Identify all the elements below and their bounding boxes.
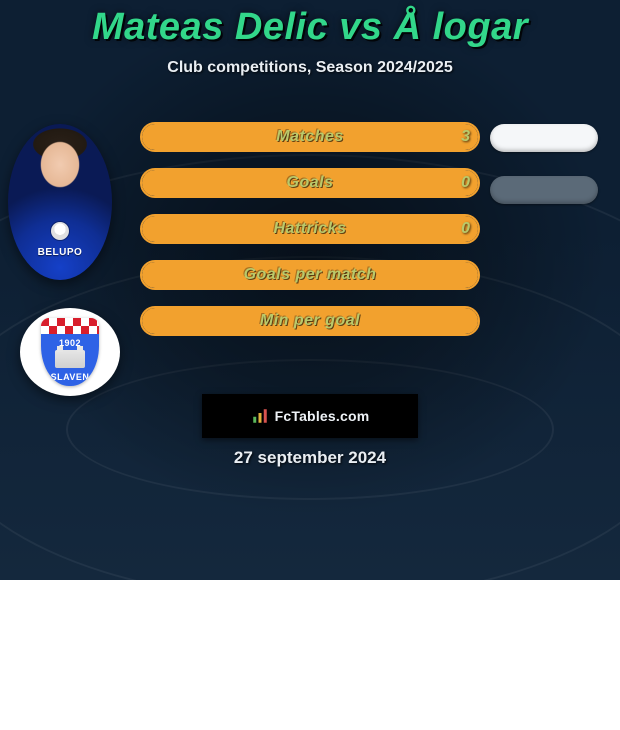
stat-label: Min per goal xyxy=(140,306,480,336)
stat-value-left: 0 xyxy=(461,168,470,198)
stat-bars: Matches3Goals0Hattricks0Goals per matchM… xyxy=(140,122,480,352)
comparison-pill xyxy=(490,176,598,204)
stat-row: Goals0 xyxy=(140,168,480,198)
stat-label: Hattricks xyxy=(140,214,480,244)
player-avatar: BELUPO xyxy=(8,124,112,280)
subtitle: Club competitions, Season 2024/2025 xyxy=(0,59,620,77)
chart-icon xyxy=(251,407,269,425)
stat-row: Min per goal xyxy=(140,306,480,336)
stat-row: Goals per match xyxy=(140,260,480,290)
club-crest: 1902 SLAVEN xyxy=(20,308,120,396)
stat-row: Hattricks0 xyxy=(140,214,480,244)
stat-label: Goals xyxy=(140,168,480,198)
stat-label: Goals per match xyxy=(140,260,480,290)
attribution-text: FcTables.com xyxy=(275,408,370,424)
stat-label: Matches xyxy=(140,122,480,152)
page-title: Mateas Delic vs Å logar xyxy=(0,6,620,49)
jersey-sponsor: BELUPO xyxy=(38,247,83,258)
castle-icon xyxy=(55,350,85,368)
stat-value-left: 0 xyxy=(461,214,470,244)
attribution-banner: FcTables.com xyxy=(202,394,418,438)
crest-name: SLAVEN xyxy=(41,372,99,382)
date-label: 27 september 2024 xyxy=(0,448,620,468)
comparison-pill xyxy=(490,124,598,152)
stat-value-left: 3 xyxy=(461,122,470,152)
jersey-badge-icon xyxy=(51,222,69,240)
stat-row: Matches3 xyxy=(140,122,480,152)
